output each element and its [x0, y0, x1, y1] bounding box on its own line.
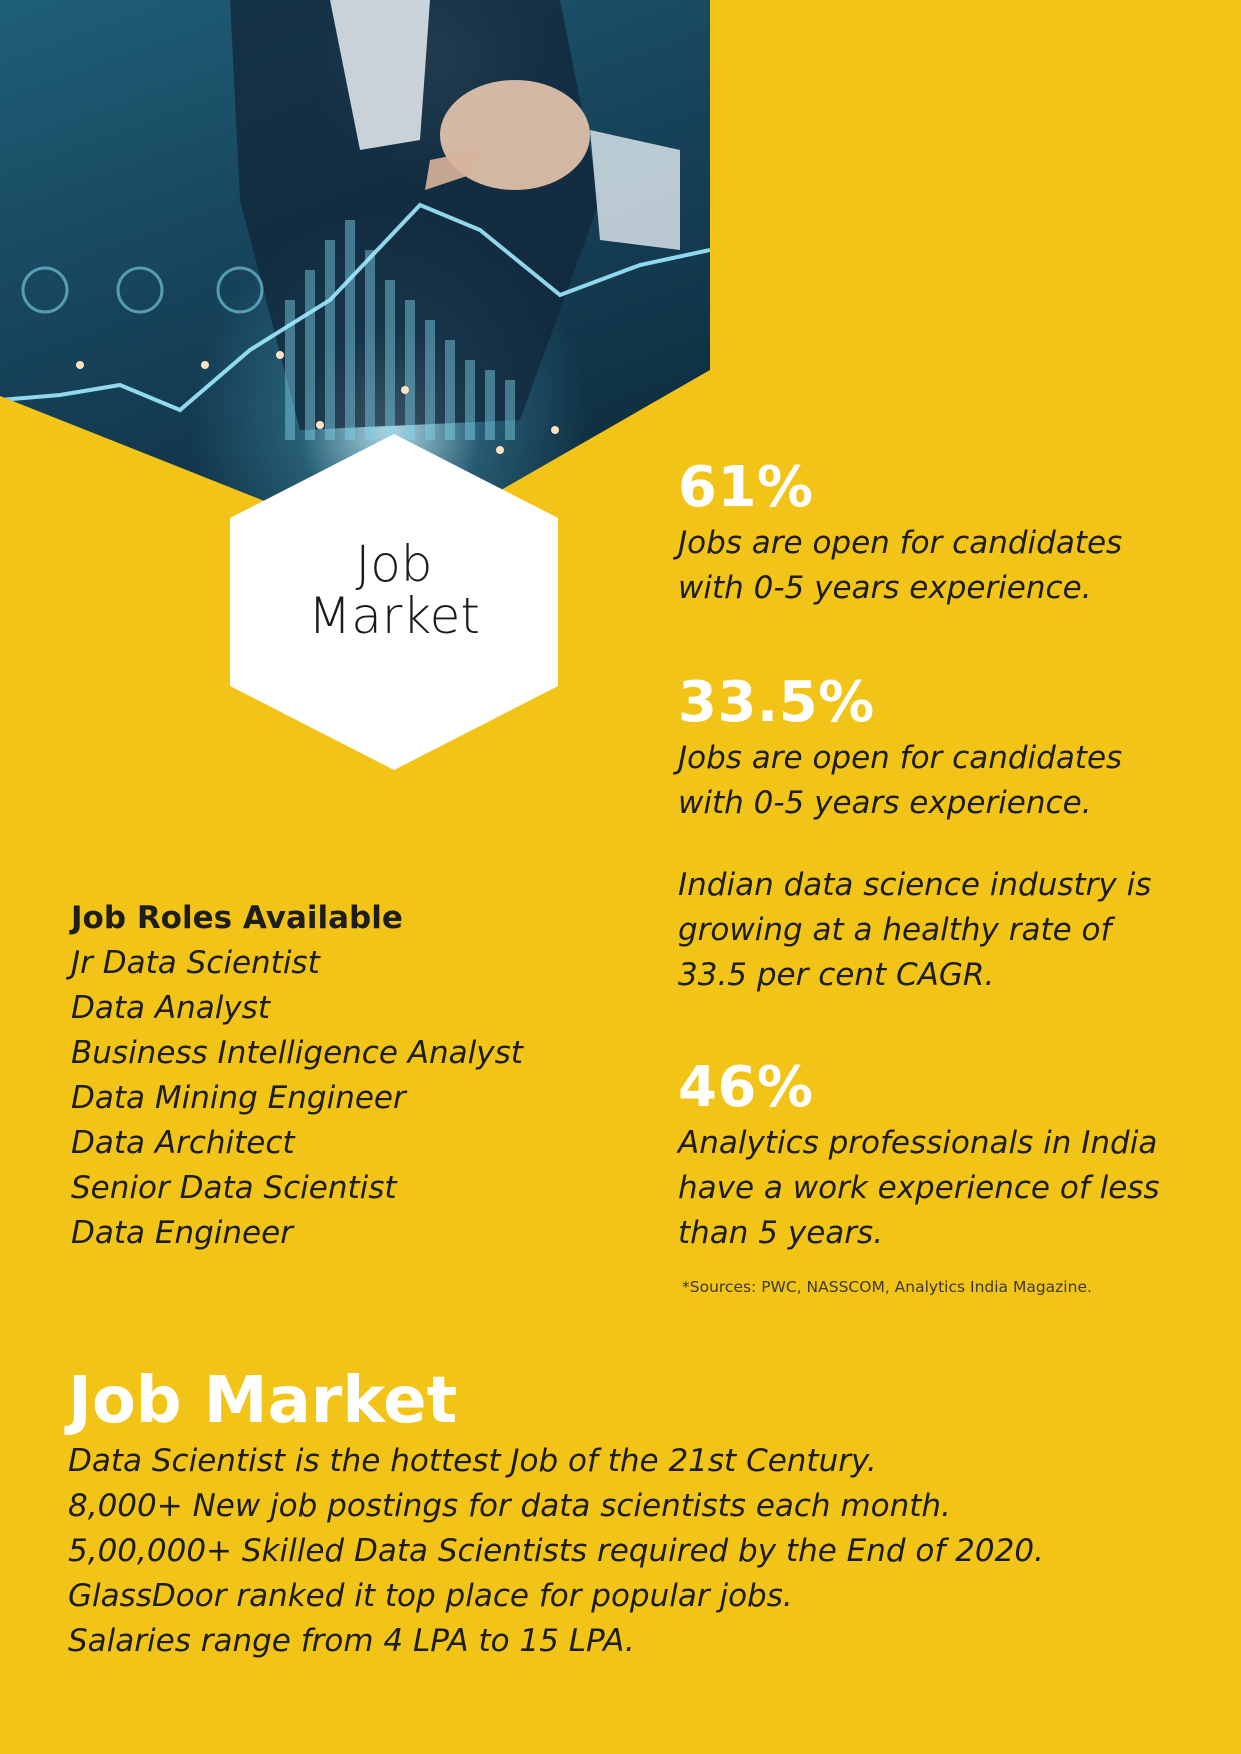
hexagon-title: Job Market [308, 534, 480, 645]
stat-block-cagr: Indian data science industry is growing … [678, 863, 1151, 998]
stat-value: 61% [678, 455, 814, 520]
stat-value: 33.5% [678, 670, 875, 735]
job-roles-title: Job Roles Available [71, 900, 403, 936]
list-item: 8,000+ New job postings for data scienti… [68, 1488, 951, 1524]
stat-value: 46% [678, 1055, 814, 1120]
stat-block-61: 61% Jobs are open for candidates with 0-… [678, 455, 1122, 611]
job-roles-list: Jr Data Scientist Data Analyst Business … [71, 941, 591, 1256]
hexagon-title-line2: Market [308, 587, 480, 645]
stat-text: Jobs are open for candidates with 0-5 ye… [678, 740, 1123, 821]
hero-photo-illustration [0, 0, 710, 454]
list-item: Data Architect [71, 1125, 295, 1161]
job-market-section: Job Market Data Scientist is the hottest… [68, 1363, 1188, 1664]
list-item: Jr Data Scientist [71, 945, 320, 981]
list-item: 5,00,000+ Skilled Data Scientists requir… [68, 1533, 1044, 1569]
hexagon-title-line1: Job [355, 534, 433, 593]
stat-block-46: 46% Analytics professionals in India hav… [678, 1055, 1160, 1256]
stat-text: Jobs are open for candidates with 0-5 ye… [678, 525, 1123, 606]
job-roles-section: Job Roles Available Jr Data Scientist Da… [71, 896, 591, 1256]
sources-footnote: *Sources: PWC, NASSCOM, Analytics India … [682, 1278, 1092, 1296]
job-market-points: Data Scientist is the hottest Job of the… [68, 1439, 1188, 1664]
list-item: Data Engineer [71, 1215, 293, 1251]
stat-text: Indian data science industry is growing … [678, 867, 1152, 993]
list-item: Business Intelligence Analyst [71, 1035, 523, 1071]
list-item: Data Scientist is the hottest Job of the… [68, 1443, 877, 1479]
list-item: Data Analyst [71, 990, 270, 1026]
stat-block-33-5: 33.5% Jobs are open for candidates with … [678, 670, 1122, 826]
stat-text: Analytics professionals in India have a … [678, 1125, 1160, 1251]
list-item: Data Mining Engineer [71, 1080, 406, 1116]
list-item: Senior Data Scientist [71, 1170, 397, 1206]
list-item: Salaries range from 4 LPA to 15 LPA. [68, 1623, 635, 1659]
job-market-title: Job Market [68, 1364, 458, 1438]
list-item: GlassDoor ranked it top place for popula… [68, 1578, 793, 1614]
